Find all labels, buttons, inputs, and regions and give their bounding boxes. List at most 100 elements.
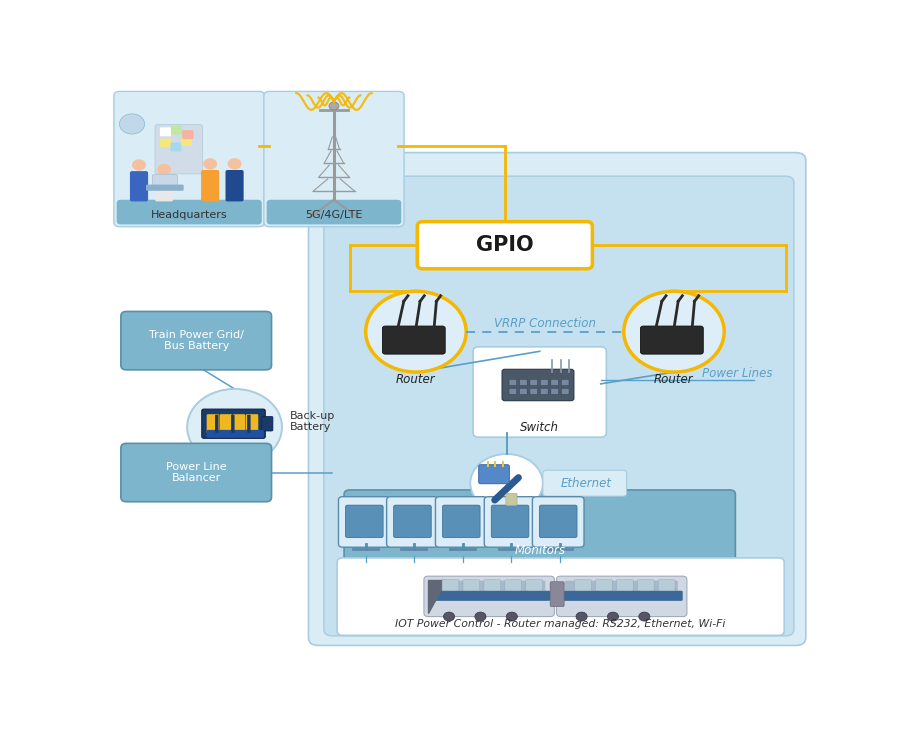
FancyBboxPatch shape [215,415,219,433]
FancyBboxPatch shape [387,496,438,547]
Text: Monitors: Monitors [514,544,565,557]
FancyBboxPatch shape [432,580,545,590]
Circle shape [158,164,171,175]
FancyBboxPatch shape [130,171,148,201]
FancyBboxPatch shape [246,414,258,433]
FancyBboxPatch shape [181,137,192,146]
Text: Router: Router [396,373,436,386]
FancyBboxPatch shape [491,505,529,538]
FancyBboxPatch shape [171,125,182,135]
FancyBboxPatch shape [658,580,675,590]
FancyBboxPatch shape [338,496,390,547]
Text: Power Lines: Power Lines [701,367,772,380]
FancyBboxPatch shape [155,176,173,201]
Text: Ethernet: Ethernet [561,477,612,490]
FancyBboxPatch shape [344,490,735,561]
FancyBboxPatch shape [540,379,548,386]
FancyBboxPatch shape [562,389,569,394]
FancyBboxPatch shape [226,170,244,201]
FancyBboxPatch shape [160,139,171,147]
FancyBboxPatch shape [533,496,584,547]
Circle shape [471,454,543,512]
FancyBboxPatch shape [436,496,487,547]
FancyBboxPatch shape [182,130,194,139]
FancyBboxPatch shape [160,128,171,136]
Text: Headquarters: Headquarters [151,211,228,220]
FancyBboxPatch shape [550,582,564,607]
Text: VRRP Connection: VRRP Connection [494,317,596,330]
FancyBboxPatch shape [442,580,459,590]
FancyBboxPatch shape [509,379,517,386]
FancyBboxPatch shape [473,347,607,437]
FancyBboxPatch shape [152,174,177,189]
FancyBboxPatch shape [393,505,431,538]
FancyBboxPatch shape [266,200,401,225]
Circle shape [475,612,486,621]
FancyBboxPatch shape [121,311,272,370]
FancyBboxPatch shape [551,389,559,394]
FancyBboxPatch shape [233,414,246,433]
Circle shape [365,292,466,372]
FancyBboxPatch shape [530,379,537,386]
FancyBboxPatch shape [505,580,522,590]
Circle shape [639,612,650,621]
FancyBboxPatch shape [479,464,509,484]
FancyBboxPatch shape [562,590,683,601]
FancyBboxPatch shape [201,170,220,201]
FancyBboxPatch shape [155,125,202,174]
Text: Train Power Grid/
Bus Battery: Train Power Grid/ Bus Battery [148,330,244,351]
Circle shape [506,612,518,621]
FancyBboxPatch shape [207,414,220,433]
FancyBboxPatch shape [574,580,591,590]
FancyBboxPatch shape [248,415,250,433]
Circle shape [203,158,217,169]
FancyBboxPatch shape [637,580,654,590]
FancyBboxPatch shape [264,91,404,227]
FancyBboxPatch shape [530,389,537,394]
Text: Switch: Switch [520,421,559,434]
FancyBboxPatch shape [540,389,548,394]
FancyBboxPatch shape [484,496,536,547]
Circle shape [576,612,587,621]
FancyBboxPatch shape [114,91,265,227]
FancyBboxPatch shape [519,379,527,386]
FancyBboxPatch shape [543,470,626,496]
FancyBboxPatch shape [430,590,550,601]
Text: GPIO: GPIO [476,235,534,255]
Polygon shape [428,580,446,613]
Text: Power Line
Balancer: Power Line Balancer [166,461,227,483]
FancyBboxPatch shape [526,580,543,590]
FancyBboxPatch shape [596,580,612,590]
FancyBboxPatch shape [231,415,235,433]
Text: Back-up
Battery: Back-up Battery [291,410,336,432]
FancyBboxPatch shape [117,200,262,225]
FancyBboxPatch shape [502,370,574,401]
FancyBboxPatch shape [207,430,264,437]
FancyBboxPatch shape [170,142,182,152]
FancyBboxPatch shape [146,184,184,191]
FancyBboxPatch shape [262,416,273,431]
FancyBboxPatch shape [519,389,527,394]
FancyBboxPatch shape [346,505,383,538]
FancyBboxPatch shape [562,379,569,386]
Circle shape [624,292,724,372]
Circle shape [444,612,454,621]
Circle shape [132,160,146,171]
Circle shape [120,114,145,134]
FancyBboxPatch shape [309,152,806,645]
Circle shape [608,612,618,621]
FancyBboxPatch shape [616,580,634,590]
Text: 5G/4G/LTE: 5G/4G/LTE [305,211,363,220]
FancyBboxPatch shape [484,580,500,590]
FancyBboxPatch shape [551,379,559,386]
FancyBboxPatch shape [509,389,517,394]
FancyBboxPatch shape [506,494,517,506]
FancyBboxPatch shape [641,326,703,354]
FancyBboxPatch shape [418,222,592,269]
FancyBboxPatch shape [121,443,272,502]
FancyBboxPatch shape [202,409,266,438]
Circle shape [329,102,338,110]
Text: IOT Power Control - Router managed: RS232, Ethernet, Wi-Fi: IOT Power Control - Router managed: RS23… [395,619,725,629]
FancyBboxPatch shape [463,580,480,590]
FancyBboxPatch shape [424,576,554,617]
